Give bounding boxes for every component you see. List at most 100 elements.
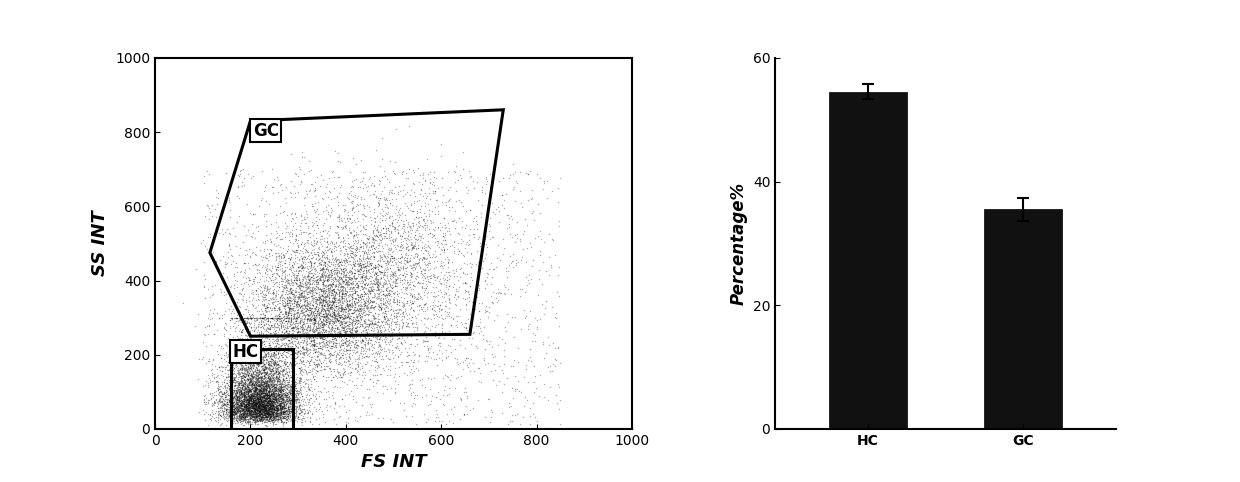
Point xyxy=(357,274,377,282)
Point xyxy=(248,326,268,334)
Point xyxy=(373,208,393,215)
Point xyxy=(255,422,275,430)
Point xyxy=(295,312,315,320)
Point xyxy=(252,405,272,413)
Point xyxy=(241,376,260,384)
Point xyxy=(439,255,459,263)
Point xyxy=(331,313,351,321)
Point xyxy=(260,375,280,383)
Point xyxy=(366,192,386,200)
Point xyxy=(254,365,274,373)
Point xyxy=(247,389,267,397)
Point xyxy=(270,346,290,353)
Point xyxy=(301,317,321,324)
Point xyxy=(370,269,389,277)
Point xyxy=(284,327,304,335)
Point xyxy=(233,395,253,402)
Point xyxy=(239,417,259,425)
Point xyxy=(309,296,329,304)
Point xyxy=(246,414,265,422)
Point xyxy=(293,339,312,347)
Point xyxy=(293,392,312,400)
Point xyxy=(433,264,453,271)
Point xyxy=(285,193,305,201)
Point xyxy=(470,315,490,323)
Point xyxy=(321,343,341,350)
Point xyxy=(243,404,263,412)
Point xyxy=(242,407,262,415)
Point xyxy=(377,304,397,311)
Point xyxy=(231,399,250,406)
Point xyxy=(253,358,273,365)
Point xyxy=(248,360,268,367)
Point xyxy=(227,323,247,331)
Point xyxy=(418,261,438,269)
Point xyxy=(441,348,461,355)
Point xyxy=(248,388,268,395)
Point xyxy=(224,410,244,417)
Point xyxy=(234,385,254,392)
Point xyxy=(289,375,309,382)
Point xyxy=(193,392,213,400)
Point xyxy=(379,299,399,307)
Point xyxy=(264,327,284,335)
Point xyxy=(281,404,301,412)
Point xyxy=(250,397,270,404)
Point xyxy=(498,267,518,275)
Point xyxy=(289,325,309,333)
Point xyxy=(238,406,258,414)
Point xyxy=(355,284,374,292)
Point xyxy=(446,268,466,275)
Point xyxy=(345,237,365,244)
Point xyxy=(308,322,327,330)
Point xyxy=(314,277,334,285)
Point xyxy=(331,223,351,231)
Point xyxy=(247,412,267,420)
Point xyxy=(387,335,407,343)
Point xyxy=(325,330,345,338)
Point xyxy=(277,297,296,305)
Point xyxy=(246,408,265,415)
Point xyxy=(304,361,324,368)
Point xyxy=(317,301,337,308)
Point xyxy=(270,388,290,395)
Point xyxy=(268,388,288,395)
Point xyxy=(310,276,330,284)
Point xyxy=(377,292,397,299)
Point xyxy=(259,375,279,383)
Point xyxy=(315,251,335,258)
Point xyxy=(348,260,368,268)
Point xyxy=(241,420,260,428)
Point xyxy=(236,412,255,419)
Point xyxy=(241,174,260,181)
Point xyxy=(262,314,281,321)
Point xyxy=(327,260,347,268)
Point xyxy=(243,391,263,399)
Point xyxy=(337,349,357,357)
Point xyxy=(253,402,273,410)
Point xyxy=(361,330,381,337)
Point xyxy=(317,318,337,326)
Point xyxy=(304,342,324,349)
Point xyxy=(270,387,290,394)
Point xyxy=(460,310,480,318)
Point xyxy=(346,246,366,254)
Point xyxy=(279,405,299,413)
Point xyxy=(382,244,402,252)
Point xyxy=(278,405,298,413)
Point xyxy=(341,291,361,298)
Point xyxy=(255,405,275,413)
Point xyxy=(330,273,350,281)
Point xyxy=(244,392,264,400)
Point xyxy=(388,246,408,254)
Point xyxy=(247,375,267,383)
Point xyxy=(259,388,279,396)
Point xyxy=(417,323,436,331)
Point xyxy=(227,398,247,406)
Point xyxy=(353,350,373,358)
Point xyxy=(216,406,236,414)
Point xyxy=(254,399,274,407)
Point xyxy=(427,273,446,281)
Point xyxy=(274,284,294,292)
Point xyxy=(432,349,451,357)
